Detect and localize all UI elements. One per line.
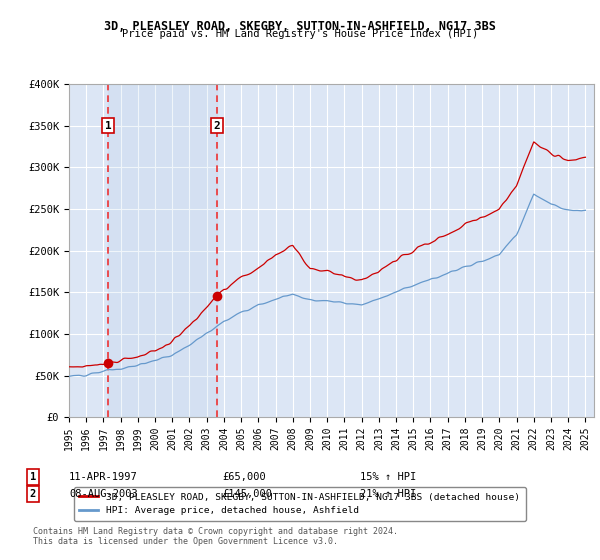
Text: Price paid vs. HM Land Registry's House Price Index (HPI): Price paid vs. HM Land Registry's House … <box>122 29 478 39</box>
Text: 15% ↑ HPI: 15% ↑ HPI <box>360 472 416 482</box>
Text: 08-AUG-2003: 08-AUG-2003 <box>69 489 138 499</box>
Text: 2: 2 <box>30 489 36 499</box>
Text: 3D, PLEASLEY ROAD, SKEGBY, SUTTON-IN-ASHFIELD, NG17 3BS: 3D, PLEASLEY ROAD, SKEGBY, SUTTON-IN-ASH… <box>104 20 496 32</box>
Bar <box>108 84 217 417</box>
Text: 11-APR-1997: 11-APR-1997 <box>69 472 138 482</box>
Text: 21% ↑ HPI: 21% ↑ HPI <box>360 489 416 499</box>
Text: £65,000: £65,000 <box>222 472 266 482</box>
Text: Contains HM Land Registry data © Crown copyright and database right 2024.
This d: Contains HM Land Registry data © Crown c… <box>33 527 398 546</box>
Text: 1: 1 <box>104 120 112 130</box>
Text: 1: 1 <box>30 472 36 482</box>
Text: 2: 2 <box>214 120 220 130</box>
Text: £145,000: £145,000 <box>222 489 272 499</box>
Legend: 3D, PLEASLEY ROAD, SKEGBY, SUTTON-IN-ASHFIELD, NG17 3BS (detached house), HPI: A: 3D, PLEASLEY ROAD, SKEGBY, SUTTON-IN-ASH… <box>74 487 526 521</box>
